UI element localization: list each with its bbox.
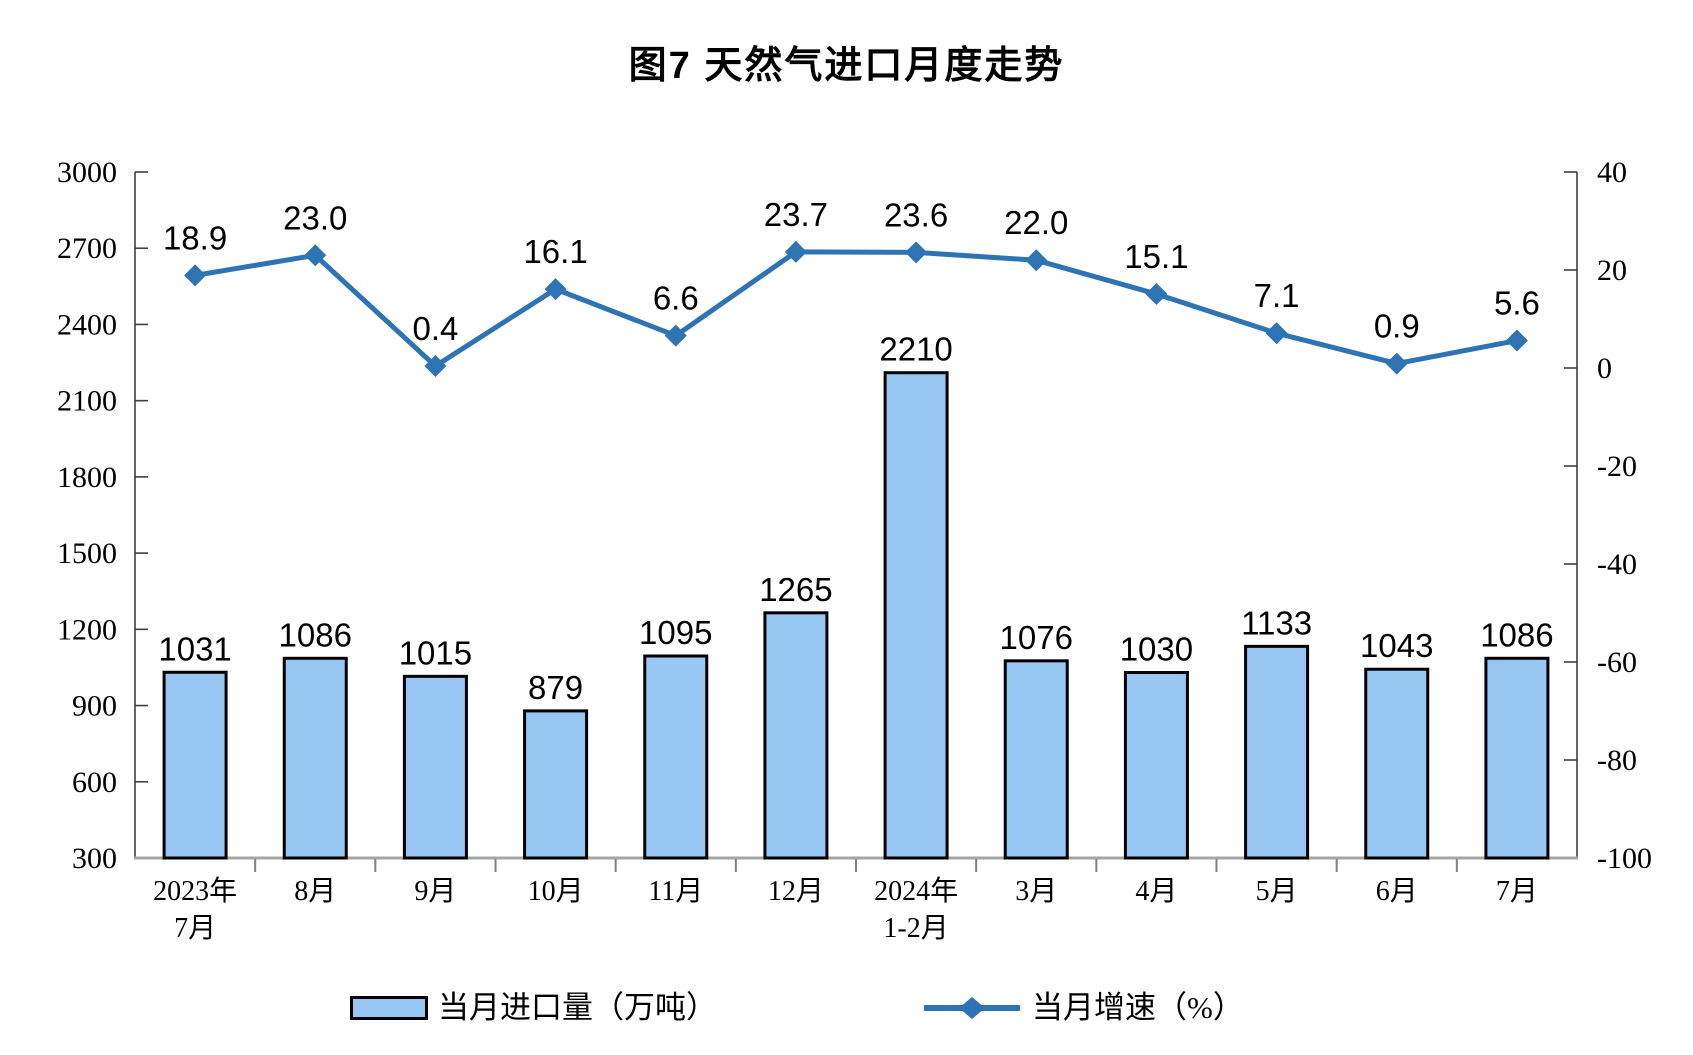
import-volume-bar <box>763 611 829 860</box>
bar-value-label: 1086 <box>1480 616 1553 653</box>
x-category-label: 11月 <box>648 876 703 907</box>
x-category-label: 7月 <box>174 913 216 944</box>
bar-value-label: 1015 <box>399 634 472 671</box>
right-axis-tick-label: 20 <box>1597 254 1627 287</box>
left-axis-tick-label: 3000 <box>57 156 117 189</box>
chart-title: 图7 天然气进口月度走势 <box>628 45 1065 87</box>
bar-value-label: 1043 <box>1360 627 1433 664</box>
growth-point-diamond-marker <box>304 244 327 267</box>
right-axis-tick-label: -60 <box>1597 646 1637 679</box>
line-value-label: 6.6 <box>653 280 699 317</box>
x-category-label: 8月 <box>294 876 336 907</box>
left-axis-tick-label: 1500 <box>57 537 117 570</box>
growth-point-diamond-marker <box>1265 322 1288 345</box>
x-category-label: 5月 <box>1256 876 1298 907</box>
bar-legend-swatch-icon <box>350 996 428 1020</box>
growth-point-diamond-marker <box>664 324 687 347</box>
import-volume-bar <box>402 674 468 860</box>
line-value-label: 0.9 <box>1374 308 1420 345</box>
import-volume-bar <box>282 656 348 860</box>
import-volume-bar <box>643 654 709 860</box>
line-value-label: 5.6 <box>1494 285 1540 322</box>
growth-point-diamond-marker <box>905 241 928 264</box>
x-category-label: 10月 <box>528 876 584 907</box>
left-axis-tick-label: 600 <box>72 766 117 799</box>
import-volume-bar <box>162 670 228 860</box>
x-category-label: 2024年 <box>874 875 958 907</box>
left-axis-tick-label: 2400 <box>57 308 117 341</box>
import-volume-bar <box>1484 656 1550 860</box>
line-legend-label: 当月增速（%） <box>1032 990 1244 1025</box>
growth-point-diamond-marker <box>544 278 567 301</box>
line-value-label: 18.9 <box>163 219 227 256</box>
right-axis-tick-label: -80 <box>1597 744 1637 777</box>
bar-legend-label: 当月进口量（万吨） <box>438 990 717 1025</box>
bar-value-label: 1133 <box>1241 604 1312 641</box>
line-value-label: 15.1 <box>1124 238 1188 275</box>
growth-point-diamond-marker <box>1025 249 1048 272</box>
line-value-label: 23.6 <box>884 196 948 233</box>
left-axis-tick-label: 2700 <box>57 232 117 265</box>
growth-point-diamond-marker <box>784 240 807 263</box>
left-axis-tick-label: 1200 <box>57 613 117 646</box>
line-value-label: 23.0 <box>283 199 347 236</box>
growth-point-diamond-marker <box>1505 329 1528 352</box>
left-axis-tick-label: 900 <box>72 690 117 723</box>
line-value-label: 7.1 <box>1254 277 1300 314</box>
left-axis-tick-label: 300 <box>72 842 117 875</box>
growth-point-diamond-marker <box>184 264 207 287</box>
line-legend-marker-icon <box>924 997 1020 1019</box>
legend-item-growth: 当月增速（%） <box>922 990 1244 1026</box>
x-category-label: 6月 <box>1376 876 1418 907</box>
x-category-label: 2023年 <box>153 875 237 907</box>
line-value-label: 22.0 <box>1004 204 1068 241</box>
x-category-label: 1-2月 <box>883 913 948 944</box>
right-axis-tick-label: -20 <box>1597 450 1637 483</box>
line-value-label: 16.1 <box>523 233 587 270</box>
import-volume-bar <box>1244 644 1310 860</box>
bar-value-label: 1076 <box>1000 619 1073 656</box>
growth-point-diamond-marker <box>424 355 447 378</box>
left-axis-tick-label: 2100 <box>57 385 117 418</box>
import-volume-bar <box>1123 671 1189 860</box>
legend-item-imports: 当月进口量（万吨） <box>350 990 717 1026</box>
bar-value-label: 1031 <box>158 630 231 667</box>
import-volume-bar <box>1364 667 1430 860</box>
chart-plot: 300 600 900 1200 1500 1800 2100 2400 2700 3000 -10… <box>57 156 1652 944</box>
import-volume-bar <box>523 709 589 860</box>
x-category-label: 7月 <box>1496 876 1538 907</box>
import-volume-bar <box>1003 659 1069 860</box>
line-value-label: 0.4 <box>412 310 458 347</box>
bar-value-label: 1095 <box>639 614 712 651</box>
bar-value-label: 2210 <box>879 331 952 368</box>
x-category-label: 4月 <box>1135 876 1177 907</box>
legend: 当月进口量（万吨） 当月增速（%） <box>0 990 1693 1040</box>
bar-value-label: 1030 <box>1120 631 1193 668</box>
bar-value-label: 1265 <box>759 571 832 608</box>
bar-value-label: 1086 <box>279 616 352 653</box>
growth-point-diamond-marker <box>1385 352 1408 375</box>
right-axis-tick-label: -100 <box>1597 842 1652 875</box>
x-category-label: 3月 <box>1015 876 1057 907</box>
left-axis-tick-label: 1800 <box>57 461 117 494</box>
right-axis-tick-label: 0 <box>1597 352 1612 385</box>
right-axis-tick-label: 40 <box>1597 156 1627 189</box>
import-volume-bar <box>883 371 949 860</box>
growth-line <box>192 249 1520 369</box>
growth-point-diamond-marker <box>1145 283 1168 306</box>
x-category-label: 12月 <box>768 876 824 907</box>
right-axis-tick-label: -40 <box>1597 548 1637 581</box>
line-value-label: 23.7 <box>764 196 828 233</box>
bar-value-label: 879 <box>528 669 583 706</box>
x-category-label: 9月 <box>414 876 456 907</box>
